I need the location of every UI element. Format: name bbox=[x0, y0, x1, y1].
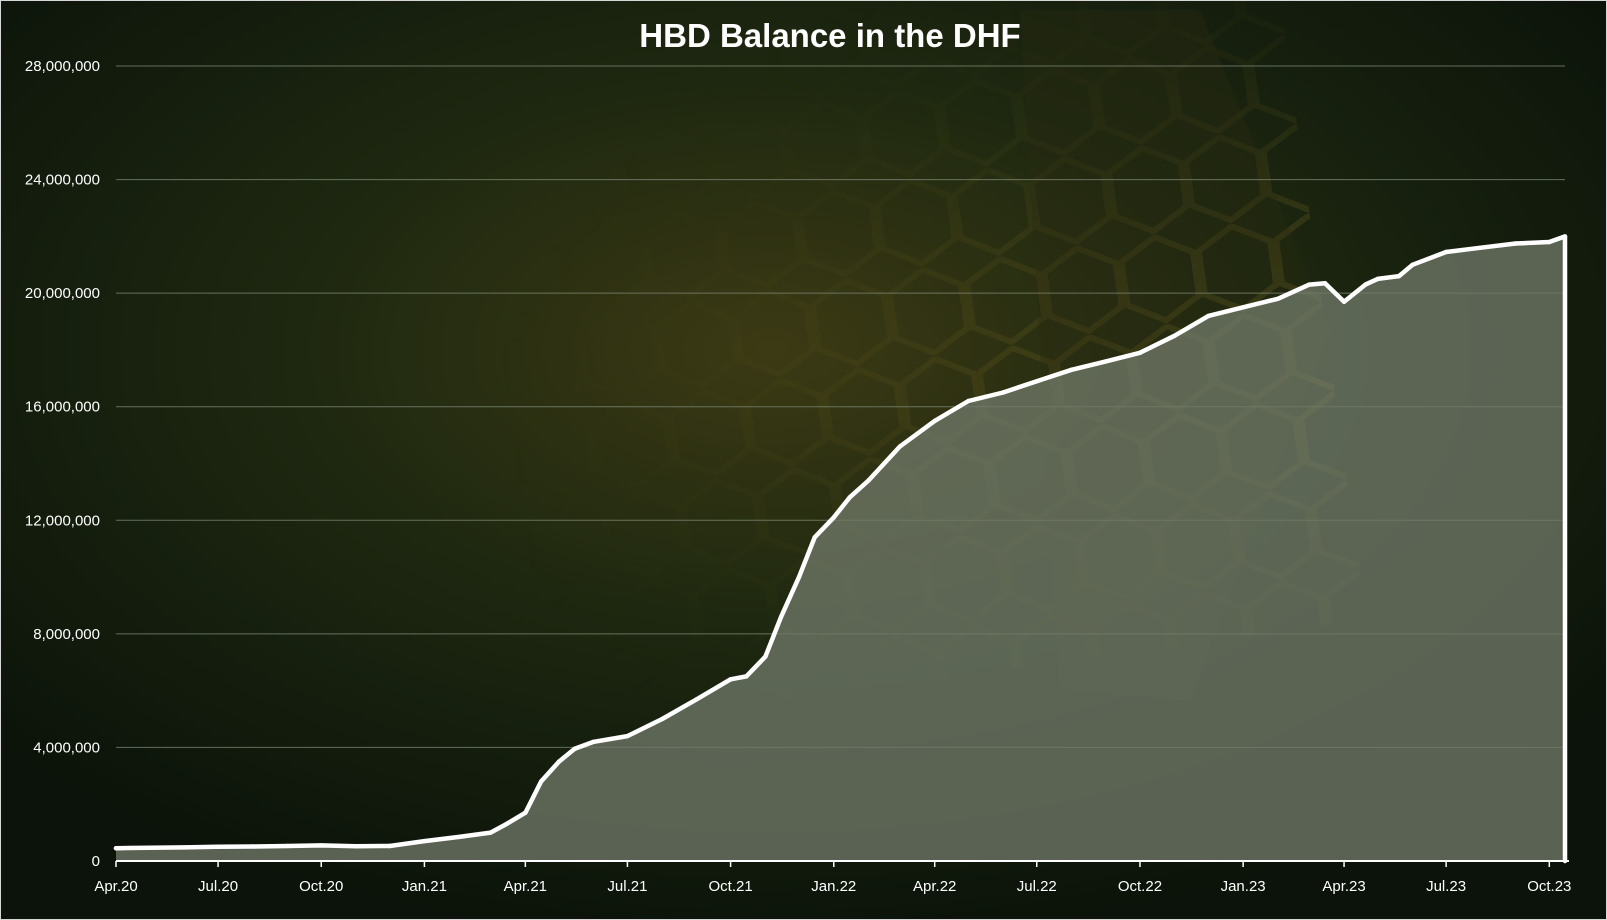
data-point bbox=[422, 838, 427, 844]
data-point bbox=[538, 779, 544, 784]
data-point bbox=[113, 846, 119, 851]
data-point bbox=[1000, 390, 1006, 395]
data-point bbox=[1069, 367, 1074, 372]
x-tick-label: Apr.22 bbox=[913, 878, 956, 895]
data-point bbox=[1547, 239, 1552, 245]
data-point bbox=[319, 843, 324, 848]
data-point bbox=[182, 845, 187, 850]
data-point bbox=[1275, 296, 1281, 301]
y-tick-label: 28,000,000 bbox=[25, 58, 100, 75]
x-tick-label: Oct.22 bbox=[1118, 878, 1162, 895]
series-area-fill bbox=[116, 236, 1565, 861]
data-point bbox=[660, 716, 665, 722]
data-point bbox=[1137, 350, 1143, 355]
data-point bbox=[1240, 305, 1246, 310]
x-tick-label: Oct.20 bbox=[299, 878, 343, 895]
data-point bbox=[1375, 276, 1380, 282]
data-point bbox=[1034, 379, 1040, 384]
data-point bbox=[1363, 282, 1368, 287]
x-tick-label: Oct.23 bbox=[1527, 878, 1571, 895]
data-point bbox=[1396, 273, 1402, 279]
x-tick-label: Jul.23 bbox=[1426, 878, 1466, 895]
data-point bbox=[796, 574, 802, 580]
x-axis-tick-labels: Apr.20 Jul.20 Oct.20 Jan.21 Apr.21 Jul.21 Oct.… bbox=[94, 878, 1571, 895]
data-point bbox=[353, 844, 359, 849]
data-point bbox=[1513, 241, 1518, 246]
data-point bbox=[387, 843, 392, 849]
data-point bbox=[866, 478, 871, 483]
y-tick-label: 16,000,000 bbox=[25, 399, 100, 416]
y-tick-label: 24,000,000 bbox=[25, 172, 100, 189]
data-point bbox=[897, 444, 903, 449]
data-point bbox=[1322, 281, 1328, 286]
data-point bbox=[523, 810, 528, 815]
data-point bbox=[1341, 299, 1347, 304]
data-point bbox=[728, 677, 733, 682]
data-point bbox=[147, 845, 152, 850]
x-tick-label: Apr.23 bbox=[1322, 878, 1365, 895]
data-point bbox=[625, 733, 630, 739]
y-tick-label: 4,000,000 bbox=[33, 739, 100, 756]
data-point bbox=[504, 821, 509, 827]
x-tick-label: Oct.21 bbox=[708, 878, 752, 895]
data-point bbox=[591, 739, 596, 744]
data-point bbox=[882, 461, 887, 466]
data-point bbox=[966, 398, 971, 404]
x-tick-label: Apr.20 bbox=[94, 878, 137, 895]
data-point bbox=[831, 515, 836, 520]
series-line bbox=[113, 234, 1568, 864]
x-tick-label: Jan.23 bbox=[1221, 878, 1266, 895]
data-point bbox=[812, 535, 817, 540]
data-point bbox=[1443, 249, 1449, 255]
plot-area bbox=[113, 234, 1568, 864]
y-tick-label: 8,000,000 bbox=[33, 626, 100, 643]
x-tick-label: Jul.21 bbox=[607, 878, 647, 895]
data-point bbox=[744, 674, 749, 679]
x-tick-label: Jul.22 bbox=[1017, 878, 1057, 895]
x-tick-label: Apr.21 bbox=[504, 878, 547, 895]
data-point bbox=[778, 614, 784, 619]
data-point bbox=[932, 418, 937, 424]
data-point bbox=[457, 834, 462, 840]
chart-title: HBD Balance in the DHF bbox=[639, 17, 1020, 54]
y-tick-label: 0 bbox=[92, 853, 100, 870]
x-tick-label: Jan.22 bbox=[811, 878, 856, 895]
y-axis-tick-labels: 0 4,000,000 8,000,000 12,000,000 16,000,000 2… bbox=[25, 58, 100, 870]
data-point bbox=[1478, 245, 1484, 250]
data-point bbox=[763, 654, 768, 659]
data-point bbox=[1562, 234, 1568, 239]
data-point bbox=[1172, 333, 1177, 338]
data-point bbox=[1206, 313, 1211, 319]
data-point bbox=[847, 495, 852, 500]
data-point bbox=[556, 759, 562, 764]
y-tick-label: 20,000,000 bbox=[25, 285, 100, 302]
x-tick-label: Jul.20 bbox=[198, 878, 238, 895]
data-point bbox=[488, 830, 493, 835]
data-point bbox=[1307, 282, 1312, 287]
y-tick-label: 12,000,000 bbox=[25, 512, 100, 529]
x-tick-label: Jan.21 bbox=[402, 878, 447, 895]
axes bbox=[115, 860, 1569, 867]
data-point bbox=[572, 746, 577, 751]
data-point bbox=[1410, 262, 1415, 267]
data-point bbox=[1104, 359, 1109, 364]
data-point bbox=[215, 844, 221, 849]
data-point bbox=[250, 844, 255, 849]
data-point bbox=[285, 843, 290, 849]
data-point bbox=[694, 697, 700, 702]
